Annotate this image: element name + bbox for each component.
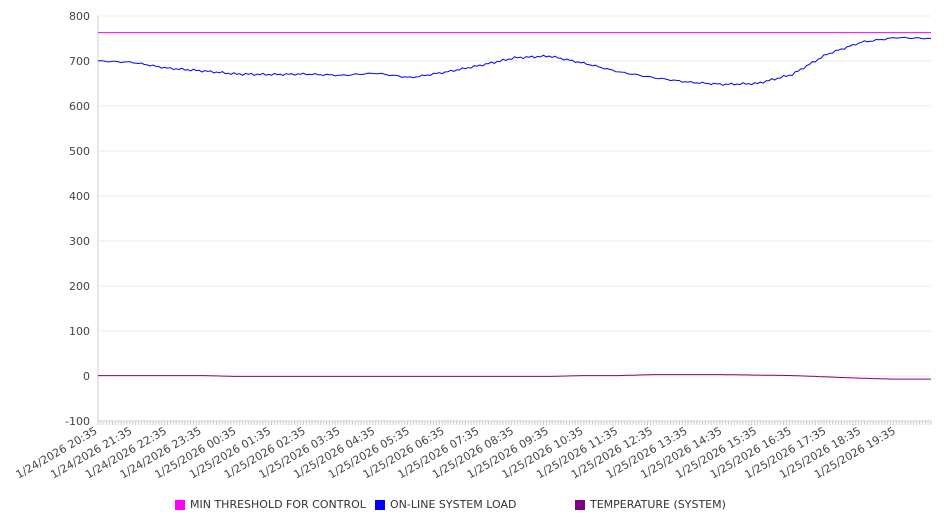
y-tick-label: 100 [69,325,90,338]
y-tick-label: 200 [69,280,90,293]
legend-label: MIN THRESHOLD FOR CONTROL [190,498,366,511]
legend-swatch [375,499,385,510]
legend-item-temperature: TEMPERATURE (SYSTEM) [575,498,726,511]
y-tick-label: -100 [65,415,90,428]
y-tick-label: 800 [69,10,90,23]
legend-swatch [175,499,185,510]
series-line-2 [98,374,932,380]
y-tick-label: 400 [69,190,90,203]
y-tick-label: 600 [69,100,90,113]
legend-item-load: ON-LINE SYSTEM LOAD [375,498,516,511]
legend-item-threshold: MIN THRESHOLD FOR CONTROL [175,498,366,511]
legend-label: TEMPERATURE (SYSTEM) [590,498,726,511]
legend-swatch [575,499,585,510]
y-tick-label: 500 [69,145,90,158]
legend-label: ON-LINE SYSTEM LOAD [390,498,517,511]
y-tick-label: 700 [69,55,90,68]
y-tick-label: 0 [83,370,90,383]
series-line-1 [97,36,932,86]
y-tick-label: 300 [69,235,90,248]
